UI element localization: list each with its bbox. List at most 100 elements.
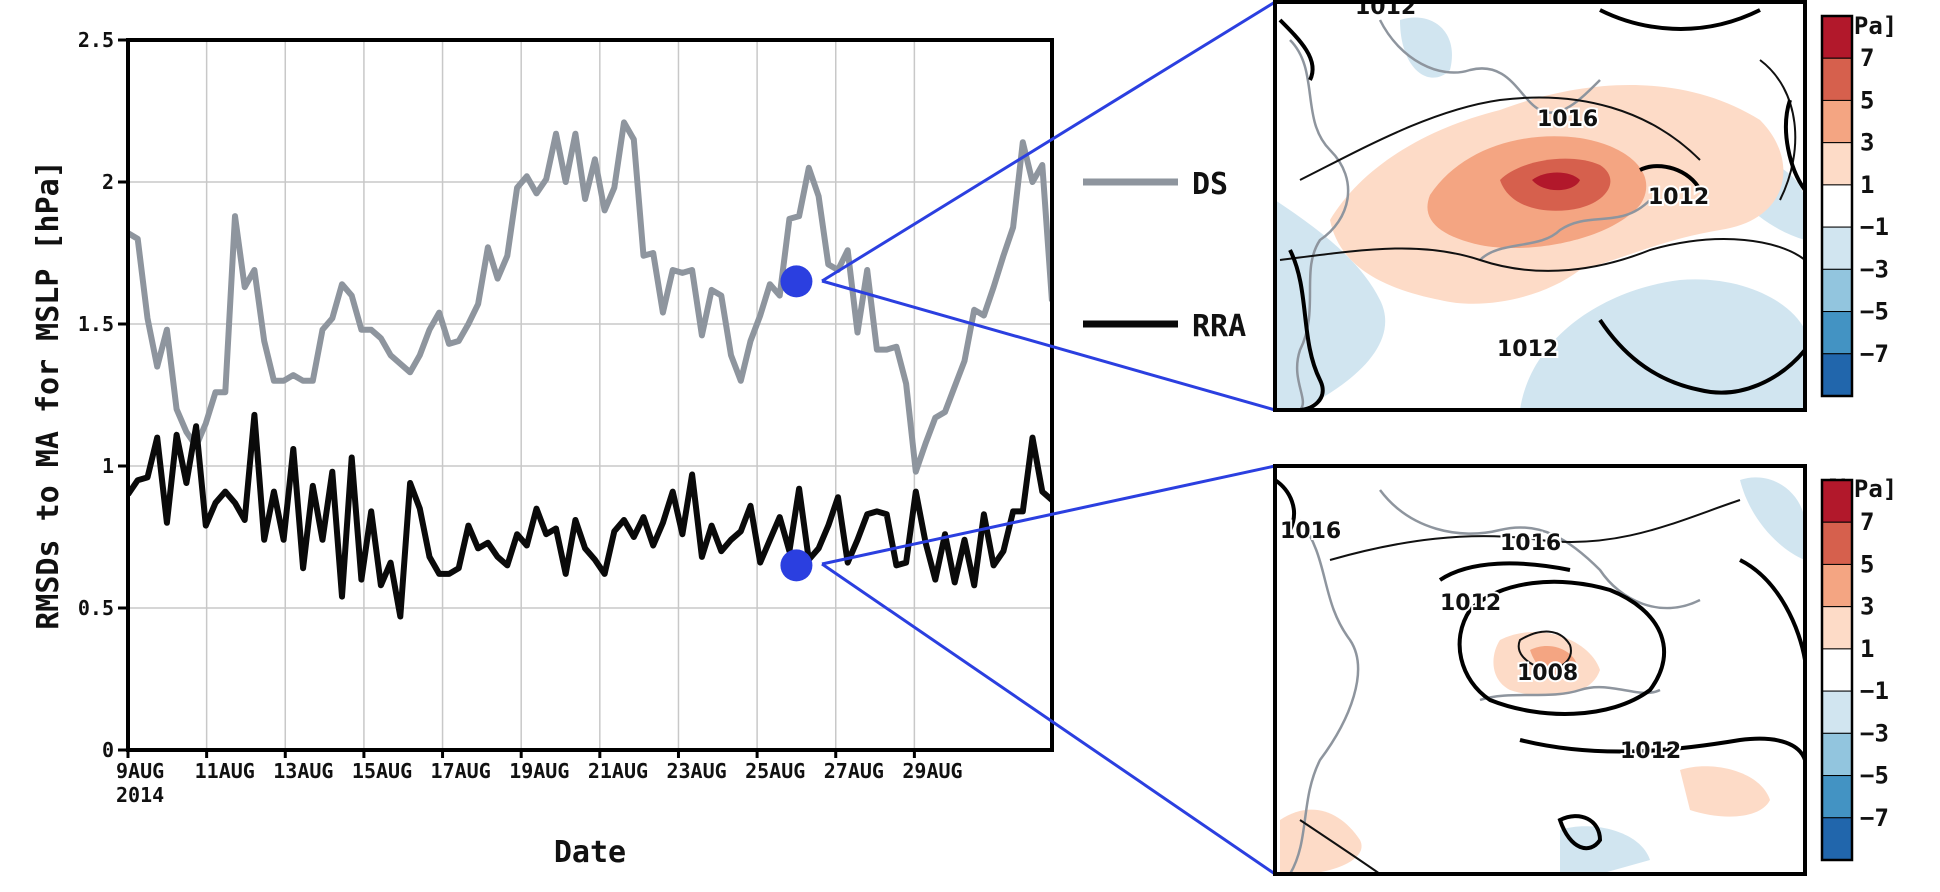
colorbar-segment [1821, 775, 1853, 819]
colorbar-segment [1821, 142, 1853, 186]
map-rra-positive-southwest [1280, 809, 1362, 874]
colorbar-tick-label: −1 [1860, 677, 1889, 705]
map-panel-ds: 1012 1016 1012 1012 [1273, 0, 1807, 412]
legend-label-rra: RRA [1192, 309, 1246, 344]
series-layer [128, 119, 1052, 620]
x-tick-label: 17AUG [431, 759, 491, 783]
colorbar-tick-label: 3 [1860, 593, 1874, 621]
x-tick-label: 29AUG [902, 759, 962, 783]
colorbar-tick-label: 7 [1860, 508, 1874, 536]
map-ds-negative-southeast [1520, 279, 1805, 410]
colorbar-frame [1820, 478, 1854, 862]
map-rra-contour-label-1008: 1008 [1517, 661, 1578, 686]
map-ds-negative-west [1275, 200, 1386, 410]
colorbar-tick-label: −7 [1860, 340, 1889, 368]
map-rra-frame [1273, 464, 1807, 876]
map-ds-negative-north [1400, 17, 1452, 78]
colorbar-segment [1821, 732, 1853, 777]
map-rra-negative-northeast [1740, 477, 1805, 560]
colorbar-tick-label: 1 [1860, 171, 1874, 199]
map-ds-positive-7 [1532, 172, 1580, 191]
colorbar-segment [1821, 817, 1853, 861]
colorbar-segment [1821, 606, 1853, 650]
x-tick-label: 27AUG [824, 759, 884, 783]
x-tick-label: 11AUG [195, 759, 255, 783]
map-rra-field: 1016 1016 1012 1008 1012 [1275, 466, 1805, 874]
plot-frame [126, 38, 1054, 752]
y-tick-label: 1.5 [78, 312, 114, 336]
grid-lines [127, 39, 1052, 751]
x-tick-label: 15AUG [352, 759, 412, 783]
y-tick-label: 0.5 [78, 596, 114, 620]
series-line-ds [128, 119, 1052, 475]
map-rra-contour-label-1012-north: 1012 [1440, 591, 1501, 616]
map-rra-contour-label-1016-west: 1016 [1280, 519, 1341, 544]
colorbar-tick-label: 3 [1860, 129, 1874, 157]
legend: DS RRA [1083, 167, 1246, 344]
x-tick-label: 19AUG [509, 759, 569, 783]
colorbar-tick-label: 5 [1860, 550, 1874, 578]
colorbar-segment [1821, 184, 1853, 228]
x-tick-label: 13AUG [273, 759, 333, 783]
map-rra-contour-label-1016: 1016 [1500, 531, 1561, 556]
colorbar-tick-label: −1 [1860, 213, 1889, 241]
colorbar-segment [1821, 311, 1853, 355]
map-ds-contour-label-1012-east: 1012 [1648, 185, 1709, 210]
colorbar-tick-label: −5 [1860, 762, 1889, 790]
connector-ds-bottom [821, 279, 1276, 412]
colorbar-segment [1821, 479, 1853, 523]
x-tick-label: 9AUG [116, 759, 164, 783]
colorbar-tick-label: 7 [1860, 44, 1874, 72]
colorbar-segment [1821, 268, 1853, 313]
connector-lines [821, 0, 1276, 876]
colorbar-segment [1821, 99, 1853, 144]
connector-ds-top [821, 0, 1276, 283]
colorbar-tick-label: 1 [1860, 635, 1874, 663]
colorbar-segment [1821, 648, 1853, 692]
connector-rra-bottom [821, 562, 1276, 876]
y-axis: 0 0.5 1 1.5 2 2.5 [78, 28, 128, 762]
y-tick-label: 2 [102, 170, 114, 194]
highlight-marker-ds [780, 265, 813, 298]
x-tick-label: 25AUG [745, 759, 805, 783]
colorbar-tick-label: 5 [1860, 86, 1874, 114]
connector-rra-top [821, 464, 1276, 566]
x-tick-label: 23AUG [666, 759, 726, 783]
colorbar-tick-label: −3 [1860, 255, 1889, 283]
colorbar-tick-label: −7 [1860, 804, 1889, 832]
x-tick-label: 21AUG [588, 759, 648, 783]
highlight-marker-rra [780, 549, 813, 582]
colorbar-segment [1821, 57, 1853, 101]
y-tick-label: 1 [102, 454, 114, 478]
x-axis-label: Date [554, 835, 626, 870]
map-rra-negative-south [1560, 826, 1650, 874]
colorbar-segment [1821, 690, 1853, 734]
y-tick-label: 2.5 [78, 28, 114, 52]
x-tick-sublabel: 2014 [116, 783, 164, 807]
y-axis-label: RMSDs to MA for MSLP [hPa] [31, 160, 66, 630]
map-rra-positive-southeast [1680, 766, 1770, 817]
legend-label-ds: DS [1192, 167, 1228, 202]
highlight-markers [780, 265, 813, 582]
colorbar-segment [1821, 521, 1853, 565]
map-ds-frame [1273, 0, 1807, 412]
map-panel-rra: 1016 1016 1012 1008 1012 [1273, 464, 1807, 876]
colorbar-segment [1821, 353, 1853, 397]
map-ds-field: 1012 1016 1012 1012 [1275, 0, 1805, 410]
map-ds-contour-label-1016: 1016 [1537, 107, 1598, 132]
map-ds-contour-label-1012-south: 1012 [1497, 337, 1558, 362]
colorbar-tick-label: −3 [1860, 719, 1889, 747]
colorbar-tick-label: −5 [1860, 298, 1889, 326]
colorbar-segment [1821, 15, 1853, 59]
series-line-rra [128, 411, 1052, 620]
map-ds-contour-label-1012-north: 1012 [1355, 0, 1416, 20]
colorbar-segment [1821, 563, 1853, 608]
y-tick-label: 0 [102, 738, 114, 762]
map-rra-contour-label-1012-south: 1012 [1620, 739, 1681, 764]
colorbar-frame [1820, 14, 1854, 398]
colorbar-segment [1821, 226, 1853, 270]
